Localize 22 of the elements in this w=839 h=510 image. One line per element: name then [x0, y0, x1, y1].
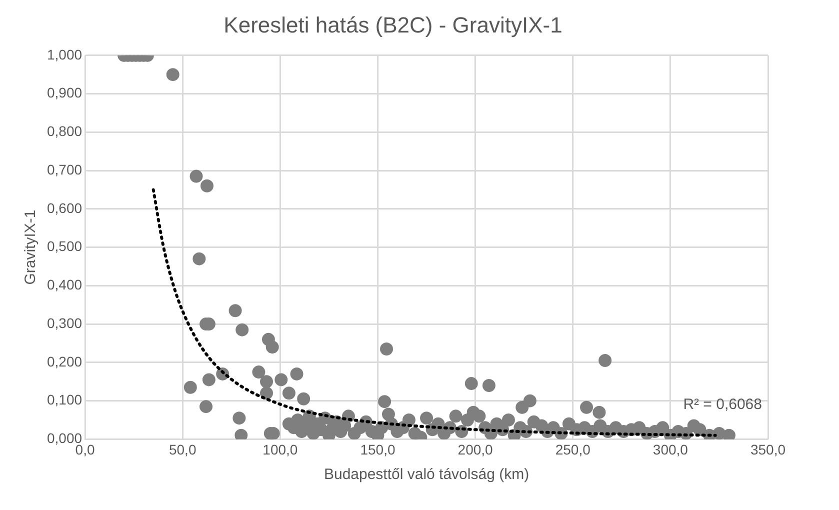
x-tick-label: 100,0 [262, 441, 298, 458]
y-tick-label: 0,600 [46, 200, 82, 216]
x-tick-label: 50,0 [168, 441, 196, 458]
x-tick-label: 300,0 [652, 441, 688, 458]
x-axis-title: Budapesttől való távolság (km) [324, 466, 530, 484]
y-tick-label: 0,900 [46, 84, 82, 101]
y-tick-label: 0,000 [46, 430, 82, 446]
y-tick-label: 0,500 [46, 238, 82, 254]
annotation: R² = 0,6068 [683, 396, 762, 413]
x-tick-label: 150,0 [360, 441, 396, 458]
x-tick-label: 350,0 [750, 441, 786, 458]
y-tick-label: 0,300 [46, 314, 82, 331]
x-tick-label: 200,0 [458, 441, 494, 458]
y-tick-label: 0,800 [46, 123, 82, 140]
y-tick-label: 0,700 [46, 161, 82, 178]
y-axis-title: GravityIX-1 [22, 210, 40, 285]
y-tick-label: 0,200 [46, 353, 82, 370]
chart-title: Keresleti hatás (B2C) - GravityIX-1 [224, 12, 562, 38]
y-tick-label: 0,400 [46, 276, 82, 293]
x-tick-label: 250,0 [555, 441, 591, 458]
y-tick-label: 0,100 [46, 392, 82, 408]
y-tick-label: 1,000 [46, 46, 82, 62]
